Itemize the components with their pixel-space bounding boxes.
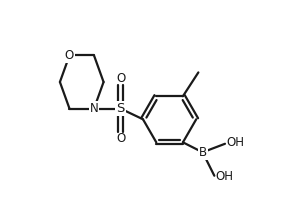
Text: O: O (65, 49, 74, 62)
Text: OH: OH (215, 170, 233, 183)
Text: OH: OH (226, 136, 244, 150)
Text: O: O (116, 72, 125, 85)
Text: N: N (90, 102, 98, 115)
Text: S: S (116, 102, 125, 115)
Text: B: B (198, 146, 207, 159)
Text: O: O (116, 132, 125, 145)
